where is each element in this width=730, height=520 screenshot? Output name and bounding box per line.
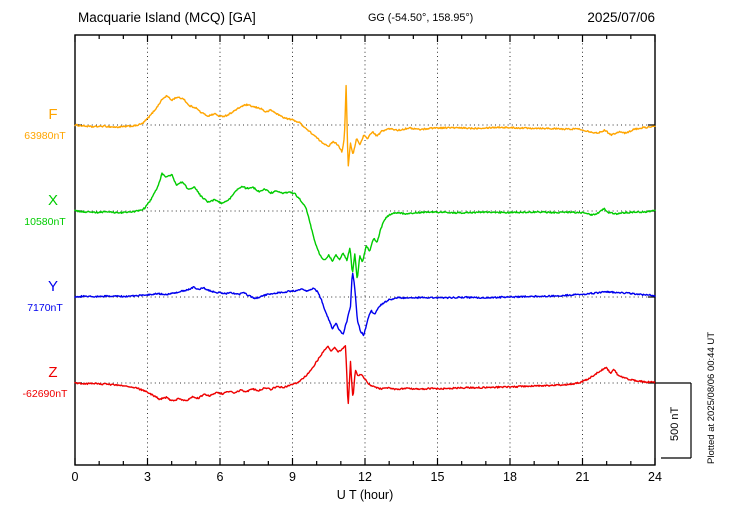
x-tick-label: 12 xyxy=(358,470,372,484)
x-tick-label: 3 xyxy=(144,470,151,484)
channel-labels: F 63980nT X 10580nT Y 7170nT Z -62690nT xyxy=(23,106,69,400)
trace-F xyxy=(74,84,656,167)
trace-X xyxy=(74,172,656,279)
scale-bar: 500 nT xyxy=(655,382,692,459)
x-tick-label: 24 xyxy=(648,470,662,484)
x-tick-label: 6 xyxy=(217,470,224,484)
baseline-lines xyxy=(75,124,655,384)
channel-baseline-value-F: 63980nT xyxy=(24,130,66,142)
x-tick-labels: 0 3 6 9 12 15 18 21 24 xyxy=(72,470,662,484)
trace-Y xyxy=(74,272,656,337)
x-tick-label: 21 xyxy=(576,470,590,484)
x-tick-label: 0 xyxy=(72,470,79,484)
channel-baseline-value-Y: 7170nT xyxy=(27,302,63,314)
scale-bar-label: 500 nT xyxy=(669,406,681,441)
x-axis-title: U T (hour) xyxy=(337,488,394,502)
plot-date: 2025/07/06 xyxy=(587,10,655,25)
channel-letter-Z: Z xyxy=(48,364,57,381)
x-tick-label: 18 xyxy=(503,470,517,484)
channel-letter-Y: Y xyxy=(48,278,58,295)
channel-letter-F: F xyxy=(48,106,57,123)
station-coordinates: GG (-54.50°, 158.95°) xyxy=(368,12,473,24)
station-title: Macquarie Island (MCQ) [GA] xyxy=(78,10,256,25)
trace-Z xyxy=(74,345,656,405)
traces xyxy=(74,84,656,405)
plotted-at-note: Plotted at 2025/08/06 00:44 UT xyxy=(706,332,717,464)
channel-baseline-value-X: 10580nT xyxy=(24,216,66,228)
x-tick-label: 15 xyxy=(431,470,445,484)
x-tick-label: 9 xyxy=(289,470,296,484)
channel-letter-X: X xyxy=(48,192,58,209)
channel-baseline-value-Z: -62690nT xyxy=(23,388,69,400)
